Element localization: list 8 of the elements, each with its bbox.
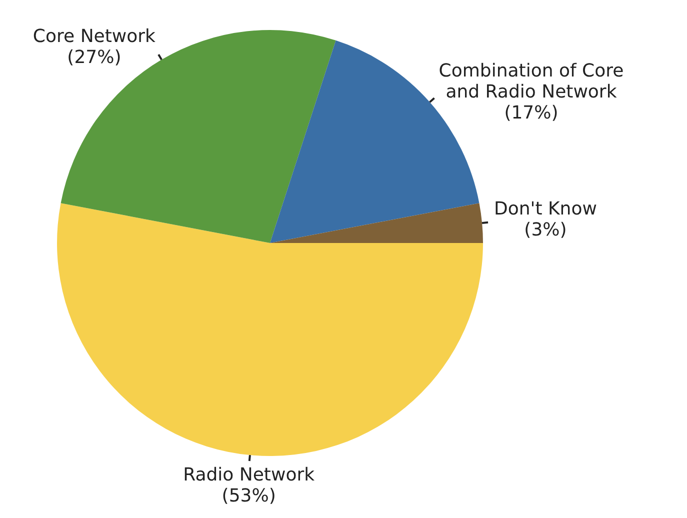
slice-label: Don't Know [494,198,597,220]
slice-label: Radio Network [183,464,316,486]
data-label: (27%) [67,47,122,68]
slice-label: Core Network [32,26,156,48]
data-label: (3%) [524,219,567,240]
data-label: (53%) [222,486,276,507]
slice-label: Combination of Core and Radio Network [438,60,624,102]
data-label: (17%) [504,102,558,124]
